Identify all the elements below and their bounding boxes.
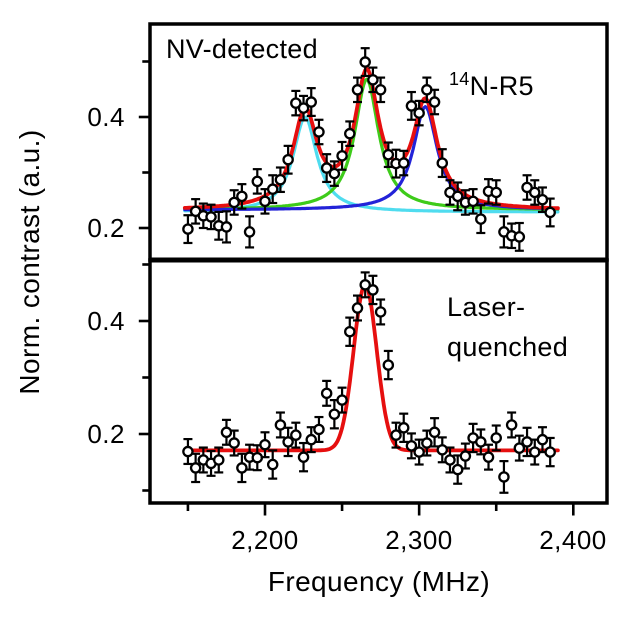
data-point xyxy=(436,436,449,464)
data-point xyxy=(451,454,464,485)
data-point xyxy=(274,411,287,439)
data-point xyxy=(266,449,279,480)
y-tick-label-bottom-0_2: 0.2 xyxy=(87,419,125,449)
data-point xyxy=(259,188,271,215)
data-point xyxy=(297,441,310,473)
y-axis-title: Norm. contrast (a.u.) xyxy=(14,129,45,395)
data-point xyxy=(290,421,302,449)
data-point xyxy=(228,189,240,216)
data-point xyxy=(397,412,410,444)
data-point xyxy=(359,47,371,78)
data-point xyxy=(544,436,556,468)
data-point xyxy=(513,221,526,252)
data-point xyxy=(282,144,294,175)
data-point xyxy=(405,432,418,460)
panel-annotation-laser-quenched: Laser- quenched xyxy=(447,287,568,367)
data-point xyxy=(390,421,402,449)
isotope-superscript: 14 xyxy=(449,69,470,89)
data-point xyxy=(336,140,348,171)
data-point xyxy=(428,88,441,116)
panel-annotation-nv-detected: NV-detected xyxy=(166,34,318,64)
data-point xyxy=(413,99,425,127)
data-point xyxy=(475,428,487,456)
data-point xyxy=(421,429,433,457)
data-point xyxy=(467,422,479,454)
data-point xyxy=(313,118,325,146)
data-point xyxy=(189,452,202,484)
data-point xyxy=(390,148,402,179)
data-point xyxy=(336,386,348,414)
data-point xyxy=(521,174,533,201)
data-point xyxy=(459,442,472,470)
data-point xyxy=(266,174,279,205)
x-axis-title: Frequency (MHz) xyxy=(267,566,491,597)
data-point xyxy=(505,411,518,439)
data-point xyxy=(305,87,317,117)
data-point xyxy=(498,460,510,494)
data-point xyxy=(251,444,264,472)
data-point xyxy=(351,294,364,322)
data-point xyxy=(213,446,225,474)
data-point xyxy=(320,379,333,407)
data-point xyxy=(451,181,464,212)
data-point xyxy=(359,271,371,299)
data-point xyxy=(521,426,533,458)
x-tick-label-2400: 2,400 xyxy=(539,525,607,555)
data-point xyxy=(513,434,526,462)
x-tick-label-2300: 2,300 xyxy=(385,525,453,555)
x-tick-label-2200: 2,200 xyxy=(231,525,299,555)
data-point xyxy=(374,76,387,104)
data-point xyxy=(220,210,233,244)
data-point xyxy=(397,149,410,177)
data-point xyxy=(344,120,356,147)
data-point xyxy=(328,399,341,430)
data-point xyxy=(243,215,256,249)
data-point xyxy=(490,179,502,206)
data-point xyxy=(344,316,356,347)
data-point xyxy=(182,437,194,466)
data-point xyxy=(228,429,240,457)
data-point xyxy=(351,76,364,104)
data-point xyxy=(282,426,294,458)
y-tick-label-bottom-0_4: 0.4 xyxy=(87,306,125,336)
data-point xyxy=(290,89,302,117)
data-point xyxy=(536,426,549,454)
data-point xyxy=(259,431,271,459)
data-point xyxy=(205,203,217,231)
data-point xyxy=(297,94,310,122)
data-point xyxy=(320,153,333,184)
data-point xyxy=(382,141,395,169)
data-point xyxy=(413,438,425,466)
data-point xyxy=(236,452,248,484)
y-tick-label-top-0_4: 0.4 xyxy=(87,102,125,132)
data-point xyxy=(274,166,287,194)
data-point xyxy=(529,179,541,206)
data-point xyxy=(428,417,441,448)
panel-annotation-14n-r5: 14N-R5 xyxy=(449,62,534,103)
data-point xyxy=(182,214,194,245)
data-point xyxy=(328,160,341,187)
data-point xyxy=(236,183,248,210)
isotope-main: N-R5 xyxy=(469,71,534,101)
data-point xyxy=(382,349,395,381)
y-tick-label-top-0_2: 0.2 xyxy=(87,213,125,243)
data-point xyxy=(436,148,449,179)
data-point xyxy=(313,415,325,444)
laser-quenched-line1: Laser- xyxy=(447,292,526,322)
data-point xyxy=(482,443,495,471)
data-point xyxy=(367,274,379,306)
data-point xyxy=(490,424,502,452)
data-point xyxy=(374,298,387,326)
data-point xyxy=(544,197,556,228)
data-point xyxy=(251,168,264,195)
data-point xyxy=(405,90,418,121)
data-point xyxy=(475,204,487,235)
data-point xyxy=(498,215,510,249)
data-point xyxy=(467,188,479,215)
laser-quenched-line2: quenched xyxy=(447,332,569,362)
